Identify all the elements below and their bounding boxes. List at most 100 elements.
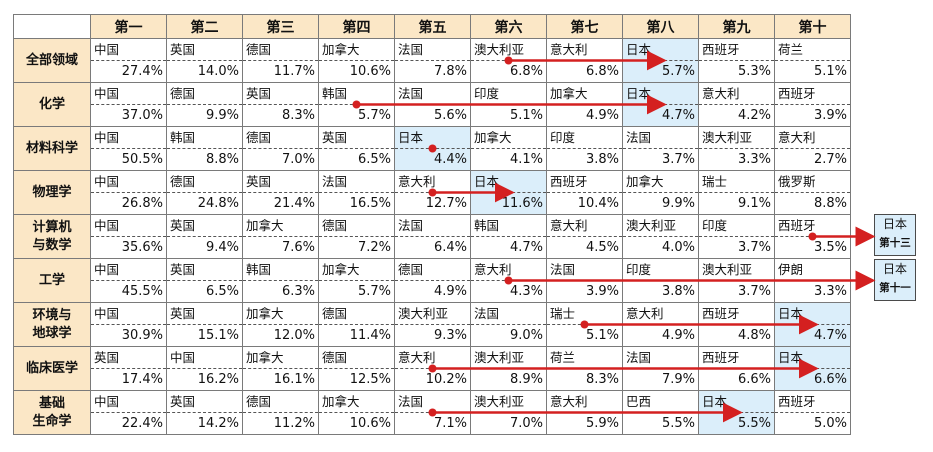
table-row: 化学 中国 37.0% 德国 9.9% 英国 8.3% 韩国 5.7% 法国 5.6% 印度 5.1% 加…: [13, 82, 851, 127]
country-name: 德国: [319, 303, 394, 325]
rank-cell: 德国 9.9%: [166, 82, 243, 127]
country-name: 中国: [91, 303, 166, 325]
share-value: 14.0%: [197, 64, 239, 79]
country-name: 澳大利亚: [699, 259, 774, 281]
rank-cell: 澳大利亚 3.3%: [698, 126, 775, 171]
share-value: 16.1%: [273, 372, 315, 387]
rank-cell: 日本 4.7%: [774, 302, 851, 347]
rank-header: 第四: [318, 14, 395, 39]
rank-cell: 德国 11.7%: [242, 38, 319, 83]
share-value: 26.8%: [121, 196, 163, 211]
country-name: 加拿大: [243, 347, 318, 369]
rank-cell: 英国 9.4%: [166, 214, 243, 259]
share-value: 5.7%: [357, 284, 391, 299]
rank-cell: 伊朗 3.3%: [774, 258, 851, 303]
country-name: 加拿大: [471, 127, 546, 149]
field-label-line: 与数学: [32, 237, 72, 253]
country-name: 中国: [91, 39, 166, 61]
share-value: 12.7%: [425, 196, 467, 211]
share-value: 3.7%: [661, 152, 695, 167]
country-name: 伊朗: [775, 259, 850, 281]
rank-header: 第九: [698, 14, 775, 39]
country-name: 法国: [319, 171, 394, 193]
share-value: 16.5%: [349, 196, 391, 211]
country-name: 法国: [395, 215, 470, 237]
country-name: 日本: [623, 83, 698, 105]
rank-header: 第八: [622, 14, 699, 39]
corner-cell: [13, 14, 91, 39]
field-label: 化学: [13, 82, 91, 127]
share-value: 3.8%: [661, 284, 695, 299]
country-name: 澳大利亚: [623, 215, 698, 237]
rank-cell: 英国 21.4%: [242, 170, 319, 215]
rank-cell: 加拿大 10.6%: [318, 390, 395, 435]
field-label-line: 材料科学: [25, 140, 78, 156]
rank-cell: 德国 24.8%: [166, 170, 243, 215]
share-value: 6.8%: [509, 64, 543, 79]
country-name: 德国: [395, 259, 470, 281]
share-value: 9.1%: [737, 196, 771, 211]
rank-header: 第三: [242, 14, 319, 39]
country-name: 意大利: [547, 215, 622, 237]
share-value: 37.0%: [121, 108, 163, 123]
rank-cell: 中国 26.8%: [90, 170, 167, 215]
share-value: 3.9%: [813, 108, 847, 123]
country-name: 韩国: [471, 215, 546, 237]
country-name: 法国: [547, 259, 622, 281]
country-name: 加拿大: [319, 391, 394, 413]
country-name: 澳大利亚: [395, 303, 470, 325]
outside-country: 日本: [882, 217, 907, 231]
country-name: 法国: [395, 39, 470, 61]
share-value: 6.5%: [357, 152, 391, 167]
share-value: 27.4%: [121, 64, 163, 79]
country-name: 加拿大: [319, 39, 394, 61]
rank-cell: 荷兰 8.3%: [546, 346, 623, 391]
country-name: 德国: [319, 215, 394, 237]
share-value: 11.4%: [349, 328, 391, 343]
rank-cell: 德国 4.9%: [394, 258, 471, 303]
field-label-line: 全部领域: [25, 52, 78, 68]
share-value: 12.5%: [349, 372, 391, 387]
country-name: 西班牙: [775, 391, 850, 413]
country-name: 意大利: [471, 259, 546, 281]
country-name: 中国: [91, 127, 166, 149]
country-name: 加拿大: [623, 171, 698, 193]
rank-header: 第一: [90, 14, 167, 39]
country-name: 德国: [243, 39, 318, 61]
country-name: 法国: [395, 83, 470, 105]
share-value: 5.3%: [737, 64, 771, 79]
country-name: 加拿大: [243, 303, 318, 325]
country-name: 英国: [167, 259, 242, 281]
rank-cell: 德国 12.5%: [318, 346, 395, 391]
share-value: 5.6%: [433, 108, 467, 123]
rank-cell: 日本 4.4%: [394, 126, 471, 171]
country-name: 英国: [167, 303, 242, 325]
field-label: 临床医学: [13, 346, 91, 391]
country-name: 日本: [775, 347, 850, 369]
country-name: 意大利: [623, 303, 698, 325]
header-row: 第一 第二 第三 第四 第五 第六 第七 第八 第九 第十: [13, 14, 851, 39]
share-value: 4.9%: [433, 284, 467, 299]
rank-cell: 荷兰 5.1%: [774, 38, 851, 83]
table-row: 基础 生命学 中国 22.4% 英国 14.2% 德国 11.2% 加拿大 10.6% 法国 7.1%…: [13, 390, 851, 435]
country-name: 韩国: [319, 83, 394, 105]
share-value: 7.6%: [281, 240, 315, 255]
field-label: 材料科学: [13, 126, 91, 171]
rank-cell: 德国 7.2%: [318, 214, 395, 259]
country-name: 日本: [775, 303, 850, 325]
rank-cell: 法国 5.6%: [394, 82, 471, 127]
share-value: 8.9%: [509, 372, 543, 387]
country-name: 德国: [167, 171, 242, 193]
rank-cell: 英国 8.3%: [242, 82, 319, 127]
rank-cell: 加拿大 4.1%: [470, 126, 547, 171]
rank-header: 第七: [546, 14, 623, 39]
country-name: 法国: [471, 303, 546, 325]
rank-cell: 法国 3.9%: [546, 258, 623, 303]
share-value: 17.4%: [121, 372, 163, 387]
rank-cell: 西班牙 4.8%: [698, 302, 775, 347]
country-name: 印度: [699, 215, 774, 237]
share-value: 3.9%: [585, 284, 619, 299]
rank-cell: 意大利 2.7%: [774, 126, 851, 171]
country-name: 英国: [167, 39, 242, 61]
country-name: 西班牙: [699, 303, 774, 325]
